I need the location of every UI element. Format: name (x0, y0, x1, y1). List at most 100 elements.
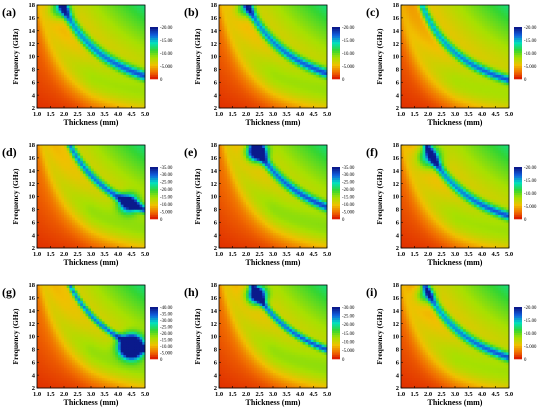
heatmap-cell (452, 43, 456, 47)
heatmap-cell (262, 82, 266, 86)
heatmap-cell (457, 33, 461, 37)
heatmap-cell (291, 12, 295, 16)
heatmap-cell (107, 71, 111, 75)
heatmap-cell (291, 7, 295, 11)
heatmap-cell (484, 12, 488, 16)
heatmap-cell (484, 5, 488, 8)
heatmap-cell (267, 71, 271, 75)
heatmap-cell (237, 12, 241, 16)
heatmap-cell (321, 64, 325, 68)
heatmap-cell (500, 30, 504, 34)
heatmap-cell (490, 71, 494, 75)
heatmap-cell (506, 61, 510, 65)
heatmap-cell (436, 59, 440, 63)
heatmap-cell (37, 38, 41, 42)
heatmap-cell (455, 48, 459, 52)
heatmap-cell (308, 74, 312, 78)
heatmap-cell (302, 74, 306, 78)
heatmap-cell (455, 46, 459, 50)
heatmap-cell (58, 48, 62, 52)
heatmap-cell (422, 41, 426, 45)
heatmap-cell (45, 25, 49, 29)
heatmap-cell (414, 64, 418, 68)
heatmap-cell (120, 79, 124, 83)
heatmap-cell (77, 56, 81, 60)
heatmap-cell (441, 30, 445, 34)
heatmap-cell (291, 102, 295, 106)
heatmap-cell (482, 33, 486, 37)
heatmap-cell (308, 77, 312, 81)
heatmap-cell (321, 35, 325, 39)
heatmap-cell (419, 43, 423, 47)
heatmap-cell (82, 12, 86, 16)
heatmap-cell (251, 71, 255, 75)
heatmap-cell (219, 61, 223, 65)
heatmap-cell (128, 77, 132, 81)
heatmap-cell (419, 89, 423, 93)
heatmap-cell (107, 92, 111, 96)
heatmap-cell (411, 97, 415, 101)
heatmap-cell (55, 105, 59, 109)
heatmap-cell (235, 77, 239, 81)
heatmap-cell (264, 23, 268, 26)
heatmap-cell (235, 87, 239, 91)
heatmap-cell (321, 20, 325, 24)
heatmap-cell (449, 15, 453, 19)
heatmap-cell (82, 25, 86, 29)
heatmap-cell (221, 51, 225, 55)
heatmap-cell (55, 92, 59, 96)
heatmap-cell (411, 15, 415, 19)
heatmap-cell (80, 12, 84, 16)
heatmap-cell (123, 33, 127, 37)
heatmap-cell (254, 28, 258, 32)
heatmap-cell (248, 92, 252, 96)
heatmap-cell (446, 64, 450, 68)
heatmap-cell (438, 51, 442, 55)
heatmap-cell (112, 12, 116, 16)
heatmap-cell (77, 25, 81, 29)
heatmap-cell (88, 84, 92, 88)
heatmap-cell (446, 53, 450, 57)
heatmap-cell (58, 79, 62, 83)
heatmap-cell (495, 95, 499, 99)
heatmap-cell (262, 46, 266, 50)
heatmap-cell (134, 84, 138, 88)
heatmap-cell (251, 20, 255, 24)
heatmap-cell (506, 95, 510, 99)
heatmap-cell (476, 74, 480, 78)
heatmap-cell (318, 69, 322, 73)
heatmap-cell (270, 66, 274, 70)
heatmap-cell (506, 51, 510, 55)
heatmap-cell (403, 41, 407, 45)
colorbar-step (332, 76, 340, 80)
heatmap-cell (484, 64, 488, 68)
heatmap-cell (254, 100, 258, 104)
heatmap-cell (246, 77, 250, 81)
heatmap-cell (235, 92, 239, 96)
heatmap-cell (123, 51, 127, 55)
heatmap-cell (463, 5, 467, 8)
heatmap-cell (463, 74, 467, 78)
colorbar-step (150, 70, 158, 73)
heatmap-cell (91, 89, 95, 93)
heatmap-cell (47, 7, 51, 11)
heatmap-cell (286, 41, 290, 45)
heatmap-cell (316, 100, 320, 104)
heatmap-cell (128, 51, 132, 55)
heatmap-cell (42, 12, 46, 16)
heatmap-cell (55, 10, 59, 14)
heatmap-cell (449, 95, 453, 99)
heatmap-cell (221, 17, 225, 21)
heatmap-cell (77, 41, 81, 45)
heatmap-cell (112, 30, 116, 34)
heatmap-cell (74, 23, 78, 26)
heatmap-cell (490, 17, 494, 21)
heatmap-cell (134, 43, 138, 47)
heatmap-cell (262, 15, 266, 19)
heatmap-cell (417, 25, 421, 29)
heatmap-cell (310, 56, 314, 60)
heatmap-cell (61, 38, 65, 42)
heatmap-cell (104, 92, 108, 96)
heatmap-cell (441, 92, 445, 96)
colorbar-tick-label: 0 (160, 78, 163, 83)
